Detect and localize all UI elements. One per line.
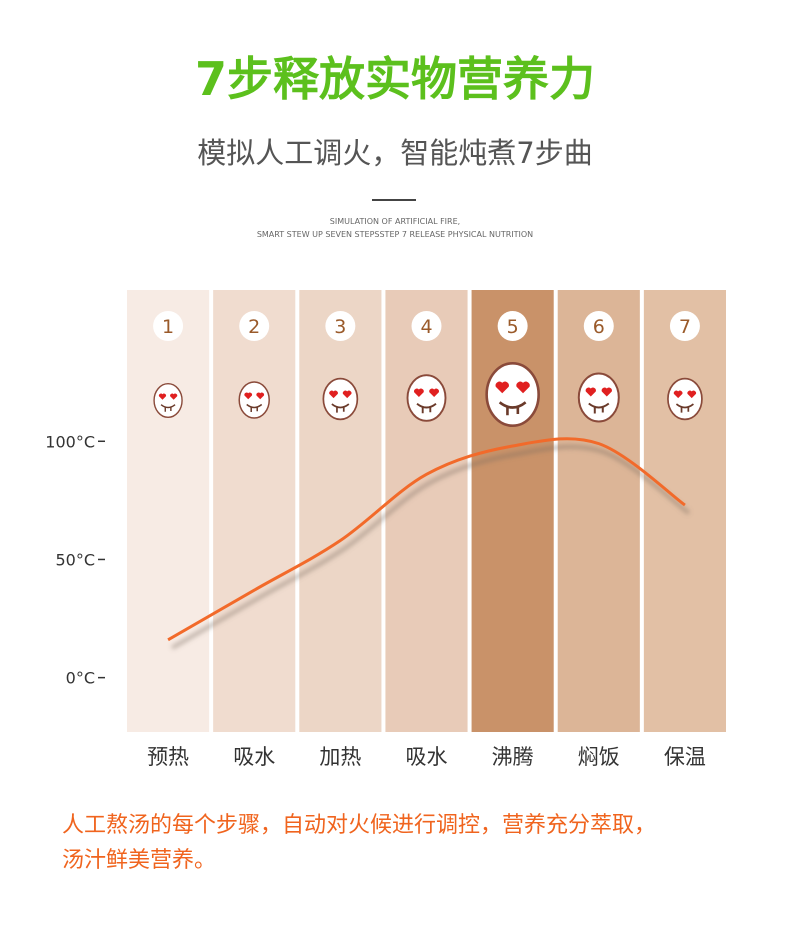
caption: SMART STEW UP SEVEN STEPSSTEP 7 RELEASE …: [257, 230, 533, 239]
egg: [238, 381, 270, 419]
step-badge: [497, 311, 528, 341]
column: [127, 290, 210, 732]
egg-face: [485, 362, 540, 427]
heart: [414, 388, 424, 398]
heart: [601, 387, 612, 397]
egg-face: [406, 374, 447, 422]
mouth: [588, 402, 610, 414]
heart: [585, 387, 596, 397]
step-number: 2: [248, 316, 260, 338]
column: [471, 290, 554, 732]
egg: [485, 362, 540, 427]
column: [213, 290, 296, 732]
heart: [342, 390, 352, 399]
heart: [673, 390, 683, 399]
y-tick-label: 0°C: [66, 669, 95, 688]
x-tick-label: 保温: [664, 745, 706, 769]
x-tick-label: 吸水: [233, 745, 275, 769]
footer-text: 人工熬汤的每个步骤，自动对火候进行调控，营养充分萃取，: [62, 813, 656, 838]
step-number: 3: [334, 316, 346, 338]
egg: [322, 377, 359, 421]
step-badge: [669, 311, 700, 341]
egg-face: [153, 383, 183, 418]
step-number: 5: [507, 316, 519, 338]
egg-face: [238, 381, 270, 419]
step-badge: [411, 311, 442, 341]
column: [557, 290, 640, 732]
step-badge: [153, 311, 184, 341]
egg: [577, 372, 620, 423]
subtitle: 模拟人工调火，智能炖煮7步曲: [197, 136, 592, 170]
y-tick-label: 100°C: [45, 432, 95, 451]
mouth: [675, 403, 694, 413]
egg: [406, 374, 447, 422]
heart: [158, 393, 167, 400]
mouth: [331, 403, 350, 413]
heart: [687, 390, 697, 399]
heart: [244, 392, 253, 400]
heart: [256, 392, 265, 400]
x-tick-label: 沸腾: [492, 745, 534, 769]
step-number: 4: [420, 316, 432, 338]
line-shadow: [171, 444, 691, 650]
step-badge: [325, 311, 356, 341]
egg-face: [667, 377, 703, 421]
column: [385, 290, 468, 732]
egg: [153, 383, 183, 418]
heart: [170, 393, 178, 400]
heart: [495, 381, 509, 394]
step-number: 7: [679, 316, 691, 338]
mouth: [498, 401, 527, 416]
x-tick-label: 吸水: [406, 745, 448, 769]
column: [299, 290, 382, 732]
heart: [329, 390, 338, 399]
step-number: 6: [593, 316, 605, 338]
egg-face: [577, 372, 620, 423]
step-badge: [239, 311, 270, 341]
step-number: 1: [162, 316, 174, 338]
line: [167, 437, 686, 642]
footer-text: 汤汁鲜美营养。: [62, 848, 216, 873]
y-tick-label: 50°C: [55, 550, 95, 569]
title: 7步释放实物营养力: [195, 52, 595, 106]
mouth: [246, 403, 263, 412]
mouth: [160, 404, 176, 412]
egg: [667, 377, 703, 421]
egg-face: [322, 377, 359, 421]
heart: [516, 381, 530, 394]
x-tick-label: 预热: [147, 745, 189, 769]
x-tick-label: 焖饭: [578, 745, 620, 769]
mouth: [416, 402, 437, 414]
x-tick-label: 加热: [319, 745, 361, 769]
caption: SIMULATION OF ARTIFICIAL FIRE,: [330, 217, 460, 226]
step-badge: [583, 311, 614, 341]
heart: [429, 388, 439, 398]
